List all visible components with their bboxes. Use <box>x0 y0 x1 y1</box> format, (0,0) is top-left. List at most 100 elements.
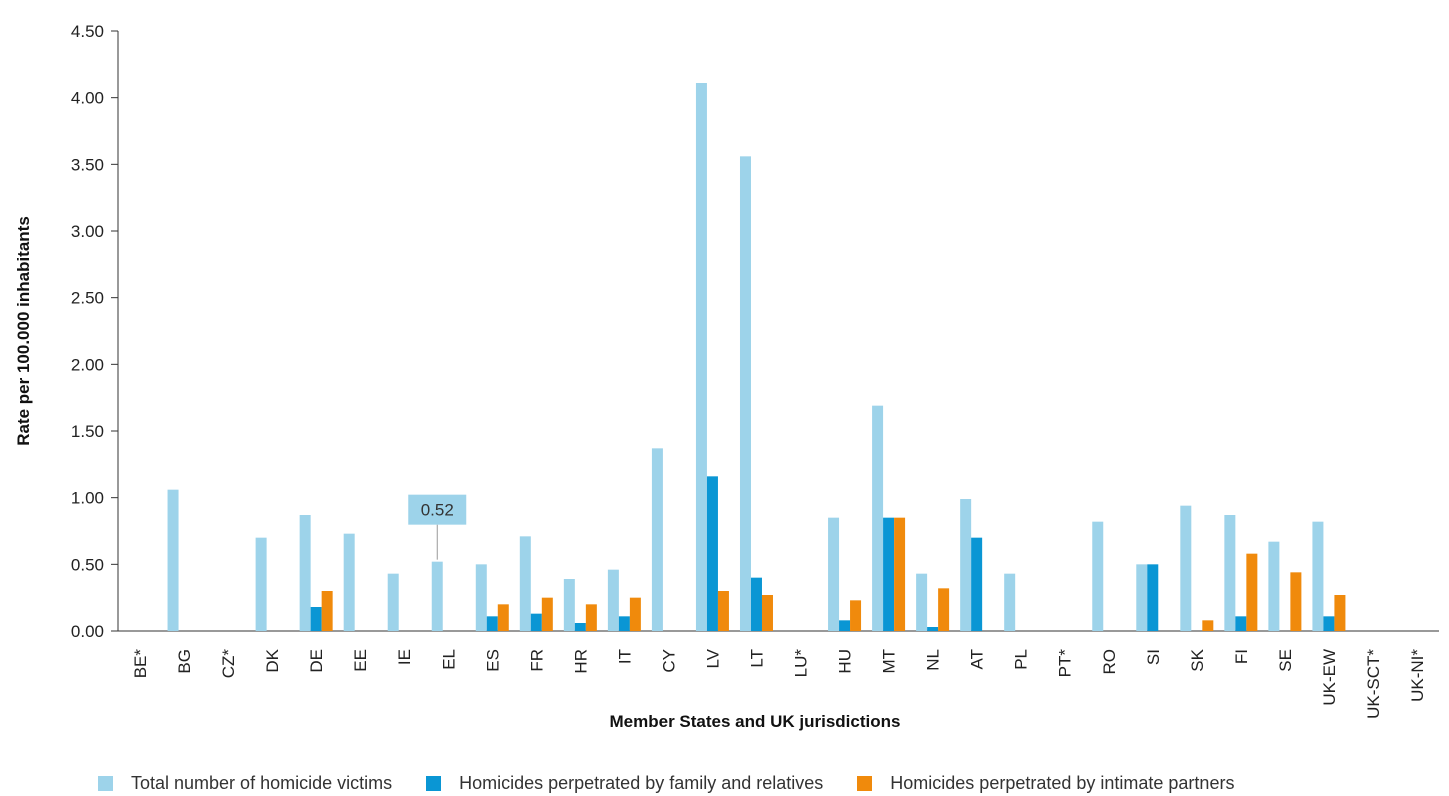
x-tick-label: CZ* <box>219 649 238 679</box>
bar-ukew-s3 <box>1334 595 1346 631</box>
x-tick-label: ES <box>483 649 502 672</box>
x-tick-label: UK-NI* <box>1408 649 1427 702</box>
bar-fi-s1 <box>1224 515 1236 631</box>
x-tick-label: AT <box>968 649 987 669</box>
bar-hr-s2 <box>574 623 586 631</box>
bar-mt-s2 <box>883 517 895 631</box>
bar-lt-s3 <box>761 595 773 631</box>
legend-swatch <box>857 776 873 791</box>
legend-item-1: Total number of homicide victims <box>98 773 392 794</box>
x-tick-label: PT* <box>1056 649 1075 678</box>
bar-hr-s3 <box>585 604 597 631</box>
x-axis: BE* BG CZ* DK DE EE IE EL ES FR HR IT CY LV LT LU* HU MT N… <box>118 630 1439 719</box>
x-tick-label: FI <box>1232 649 1251 664</box>
bar-bg-s1 <box>167 489 179 631</box>
y-tick-label: 4.50 <box>71 22 104 41</box>
x-tick-label: HR <box>571 649 590 674</box>
bar-mt-s1 <box>872 405 884 631</box>
legend-label: Total number of homicide victims <box>131 773 393 793</box>
bar-fr-s3 <box>541 597 553 631</box>
bar-lt-s2 <box>750 577 762 631</box>
y-tick-label: 4.00 <box>71 89 104 108</box>
x-tick-label: LV <box>703 648 722 668</box>
bar-fi-s3 <box>1246 553 1258 631</box>
legend-item-2: Homicides perpetrated by family and rela… <box>426 773 823 794</box>
x-tick-label: SI <box>1144 649 1163 665</box>
x-tick-label: HU <box>836 649 855 674</box>
bar-lt-s1 <box>739 156 751 632</box>
bar-dk-s1 <box>255 537 267 631</box>
bar-ie-s1 <box>387 573 399 631</box>
callout-label: 0.52 <box>421 501 454 520</box>
x-tick-label: DE <box>307 649 326 673</box>
bar-de-s2 <box>310 607 322 631</box>
y-tick-label: 2.00 <box>71 355 104 374</box>
x-tick-label: LT <box>747 649 766 668</box>
x-tick-label: IE <box>395 649 414 665</box>
bar-ee-s1 <box>343 533 355 631</box>
bar-ukew-s1 <box>1312 521 1324 631</box>
bar-es-s3 <box>497 604 509 631</box>
bar-mt-s3 <box>894 517 906 631</box>
bar-at-s2 <box>971 537 983 631</box>
bar-sk-s1 <box>1180 505 1192 631</box>
legend-label: Homicides perpetrated by intimate partne… <box>890 773 1235 793</box>
bar-ukew-s2 <box>1323 616 1335 631</box>
y-tick-label: 2.50 <box>71 289 104 308</box>
bar-it-s3 <box>629 597 641 631</box>
bar-fr-s2 <box>530 613 542 631</box>
bar-hu-s1 <box>828 517 840 631</box>
y-tick-label: 3.00 <box>71 222 104 241</box>
x-tick-label: FR <box>527 649 546 672</box>
bar-si-s1 <box>1136 564 1148 631</box>
bar-sk-s3 <box>1202 620 1214 631</box>
x-tick-label: NL <box>924 649 943 671</box>
x-axis-title: Member States and UK jurisdictions <box>610 712 901 731</box>
bar-de-s1 <box>299 515 311 631</box>
y-axis-title: Rate per 100.000 inhabitants <box>14 216 33 446</box>
bar-se-s3 <box>1290 572 1302 631</box>
x-tick-label: RO <box>1100 649 1119 675</box>
annotations-group: 0.52 <box>408 494 467 560</box>
legend-swatch <box>98 776 113 791</box>
y-tick-label: 1.00 <box>71 489 104 508</box>
x-tick-label: LU* <box>792 649 811 678</box>
y-tick-label: 1.50 <box>71 422 104 441</box>
x-tick-label: EL <box>439 649 458 670</box>
x-tick-label: IT <box>615 649 634 664</box>
bar-lv-s2 <box>706 476 718 631</box>
bar-nl-s3 <box>938 588 950 631</box>
bar-lv-s1 <box>695 83 707 631</box>
y-tick-label: 3.50 <box>71 155 104 174</box>
bars-group <box>167 83 1346 632</box>
bar-fi-s2 <box>1235 616 1247 631</box>
bar-se-s1 <box>1268 541 1280 631</box>
bar-it-s1 <box>607 569 619 631</box>
bar-es-s2 <box>486 616 498 631</box>
bar-pl-s1 <box>1004 573 1016 631</box>
legend-item-3: Homicides perpetrated by intimate partne… <box>857 773 1234 794</box>
legend-swatch <box>426 776 442 791</box>
y-tick-label: 0.00 <box>71 622 104 641</box>
x-tick-label: BE* <box>131 649 150 679</box>
callout-box <box>408 494 467 525</box>
y-axis: 0.00 0.50 1.00 1.50 2.00 2.50 3.00 3.50 4.00 4.50 <box>71 22 119 641</box>
x-tick-label: SE <box>1276 649 1295 672</box>
bar-it-s2 <box>618 616 630 631</box>
bar-el-s1 <box>431 561 443 631</box>
x-tick-label: MT <box>880 649 899 674</box>
bar-es-s1 <box>475 564 487 631</box>
x-tick-label: UK-SCT* <box>1364 649 1383 719</box>
bar-si-s2 <box>1147 564 1159 631</box>
bar-nl-s2 <box>927 627 939 631</box>
bar-cy-s1 <box>651 448 663 631</box>
legend: Total number of homicide victims Homicide… <box>98 773 1234 794</box>
bar-lv-s3 <box>717 591 729 631</box>
bar-nl-s1 <box>916 573 928 631</box>
legend-label: Homicides perpetrated by family and rela… <box>459 773 824 793</box>
x-tick-label: CY <box>659 649 678 673</box>
x-tick-label: DK <box>263 648 282 672</box>
x-tick-label: PL <box>1012 649 1031 670</box>
y-tick-label: 0.50 <box>71 555 104 574</box>
